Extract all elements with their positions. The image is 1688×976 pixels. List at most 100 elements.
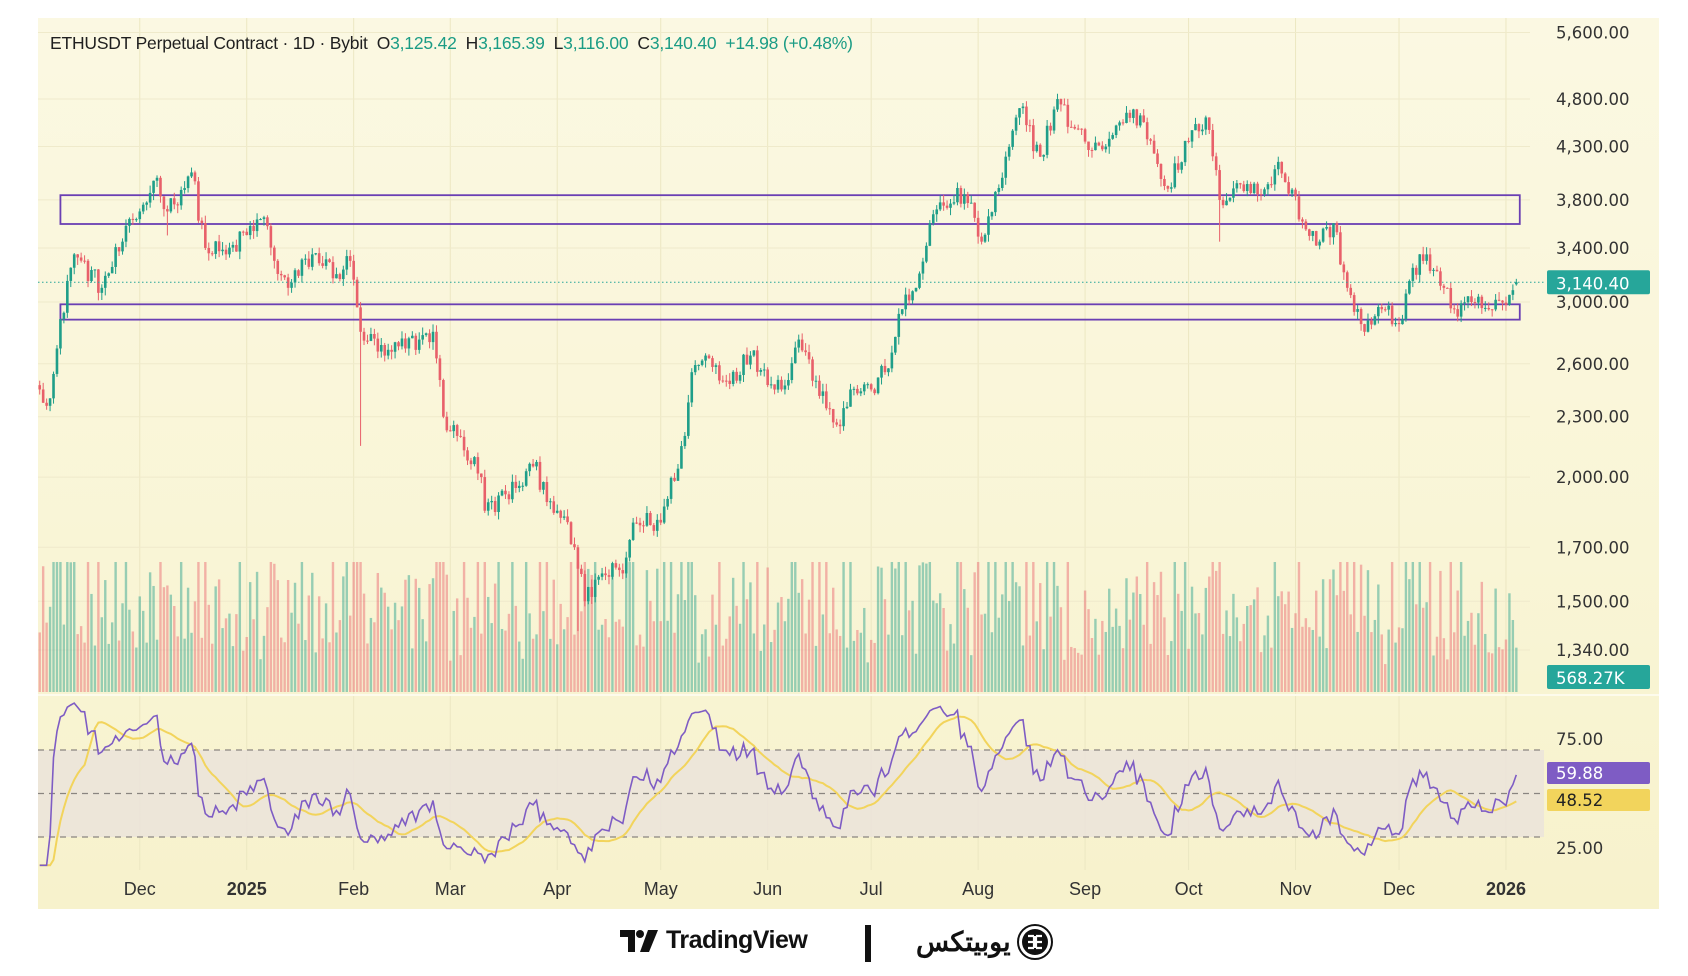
candle [69,267,73,288]
candle [97,269,100,301]
candle-body [1207,117,1211,130]
candle [1059,98,1063,112]
volume-bar [1273,562,1277,692]
volume-bar [569,562,573,692]
close-label: C [637,33,650,53]
candle [269,223,273,256]
candle [562,510,566,521]
candle-body [1408,280,1411,294]
candle [921,257,925,280]
candle [469,457,473,470]
candle-body [959,187,963,204]
candle-body [680,446,683,469]
volume-bar [1308,627,1311,692]
volume-bar [1152,582,1156,692]
volume-bar [262,635,266,692]
candle-body [659,519,663,523]
candle-body [159,177,162,197]
candle [514,475,518,493]
candle [438,354,442,387]
volume-bar [1101,620,1104,692]
volume-bar [745,599,749,692]
candle [1314,230,1318,246]
volume-bar [763,624,766,692]
candle-body [628,539,631,558]
candle-body [55,348,59,374]
volume-bar [1190,586,1194,692]
candle [1308,228,1311,241]
date-axis-label: May [644,879,678,899]
candle [859,387,863,397]
volume-bar [966,607,969,692]
candle [652,523,656,536]
candle-body [621,570,625,574]
candle [362,327,366,346]
candle-body [1245,184,1249,192]
candle [121,238,124,255]
date-axis-label: Oct [1175,879,1203,899]
candle-body [742,354,745,376]
volume-bar [342,576,345,692]
volume-bar [1449,562,1452,692]
candle [345,249,349,276]
candle-body [894,336,897,353]
volume-bar [821,614,825,692]
candle [814,375,818,389]
candle-body [293,270,297,283]
candle [735,367,738,384]
candle-body [531,463,535,467]
candle-body [62,312,66,320]
candle-body [559,510,562,518]
candle [797,334,801,353]
volume-bar [1208,576,1211,692]
candle [845,401,849,410]
volume-bar [932,600,935,692]
volume-bar [976,562,980,692]
volume-bar [731,577,735,692]
candle-body [1000,177,1004,188]
candle-body [328,259,331,263]
candle [117,246,121,257]
volume-bar [400,606,404,692]
candle-body [304,258,307,260]
volume-bar [418,587,421,692]
candle-body [214,241,217,254]
candle-body [462,436,466,451]
volume-bar [945,650,949,692]
candle [704,353,707,368]
volume-bar [583,562,587,692]
candle-body [980,236,983,242]
volume-bar [490,623,493,692]
candle-body [76,254,79,258]
candle [1428,248,1432,274]
candle-body [1432,269,1435,271]
candle-body [1032,125,1035,152]
candle-body [576,547,580,569]
candle [1311,230,1315,242]
candle [673,472,676,482]
volume-bar [1187,648,1190,692]
volume-bar [1377,584,1380,692]
volume-bar [787,598,790,692]
candle [193,170,197,185]
last-price-badge: 3,140.40 [1556,274,1629,293]
volume-bar [959,562,963,692]
candle-body [1501,300,1504,303]
volume-bar [1018,586,1021,692]
candle [1228,197,1232,203]
candle [1142,109,1146,123]
candle [883,358,887,375]
candle [1207,117,1211,134]
candle [1273,164,1277,191]
volume-bar [1011,562,1014,692]
candle-body [362,331,366,341]
candle-body [835,422,838,425]
candle-body [1239,183,1242,185]
candle [86,259,90,288]
candle-body [1446,287,1449,289]
candle-body [1128,112,1132,118]
candle-body [921,261,925,274]
candle [369,327,373,342]
candle-body [642,525,645,527]
